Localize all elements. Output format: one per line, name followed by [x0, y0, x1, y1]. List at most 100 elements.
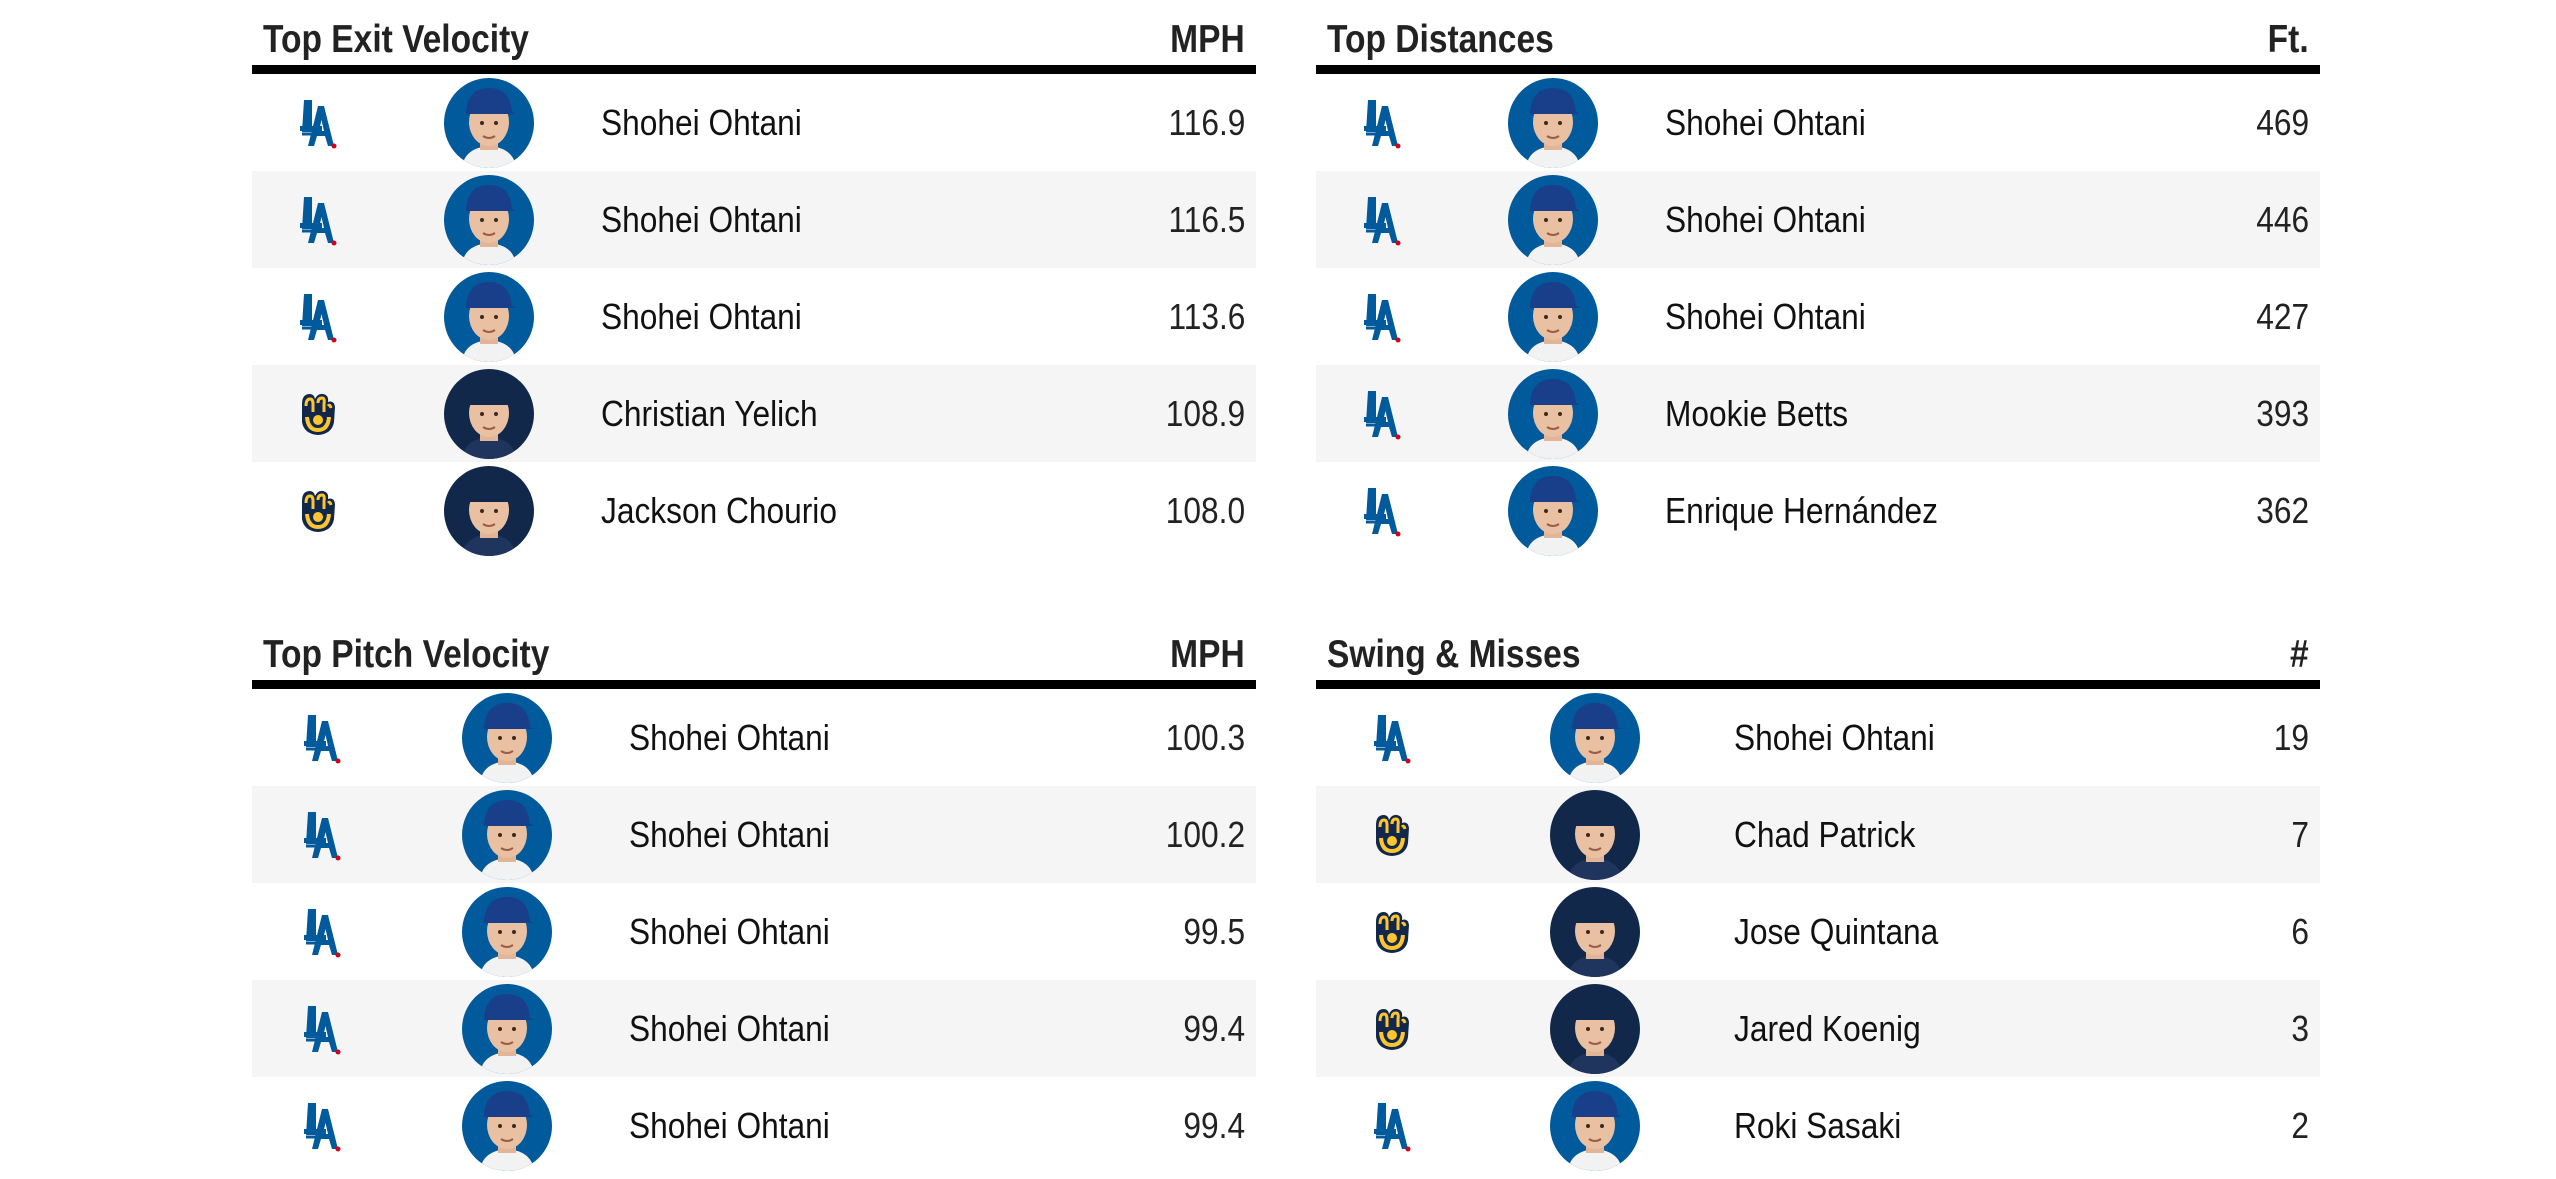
player-name[interactable]: Shohei Ohtani [1665, 295, 1866, 337]
leaderboard-row[interactable]: Jose Quintana 6 [1316, 883, 2320, 980]
stat-value: 99.4 [1183, 1007, 1245, 1049]
leaderboard-row[interactable]: Shohei Ohtani 427 [1316, 268, 2320, 365]
leaderboard-row[interactable]: Enrique Hernández 362 [1316, 462, 2320, 559]
panel-unit: Ft. [2268, 18, 2309, 61]
player-headshot [444, 368, 534, 459]
stat-value: 99.5 [1183, 910, 1245, 952]
dodgers-la-logo-icon [1358, 483, 1406, 539]
panel-unit: MPH [1170, 633, 1245, 676]
leaderboard-row[interactable]: Shohei Ohtani 99.4 [252, 980, 1256, 1077]
stat-value: 19 [2273, 716, 2309, 758]
player-name[interactable]: Enrique Hernández [1665, 489, 1938, 531]
player-name[interactable]: Shohei Ohtani [601, 101, 802, 143]
dodgers-la-logo-icon [298, 1001, 346, 1057]
stat-value: 6 [2291, 910, 2309, 952]
player-name[interactable]: Jared Koenig [1734, 1007, 1921, 1049]
stat-value: 427 [2256, 295, 2309, 337]
panel-title: Top Pitch Velocity [263, 633, 550, 676]
player-name[interactable]: Jose Quintana [1734, 910, 1939, 952]
leaderboard-row[interactable]: Jared Koenig 3 [1316, 980, 2320, 1077]
dodgers-la-logo-icon [298, 710, 346, 766]
stat-value: 362 [2256, 489, 2309, 531]
dodgers-la-logo-icon [294, 289, 342, 345]
player-name[interactable]: Mookie Betts [1665, 392, 1849, 434]
panel-swing-and-misses: Swing & Misses # Shohei Ohtani 19 Cha [1316, 633, 2320, 1174]
leaderboard-row[interactable]: Shohei Ohtani 113.6 [252, 268, 1256, 365]
dodgers-la-logo-icon [1358, 95, 1406, 151]
player-headshot [462, 1080, 552, 1171]
player-headshot [462, 692, 552, 783]
leaderboard-row[interactable]: Shohei Ohtani 99.5 [252, 883, 1256, 980]
player-headshot [1550, 1080, 1640, 1171]
player-headshot [1550, 886, 1640, 977]
player-headshot [1550, 983, 1640, 1074]
player-name[interactable]: Shohei Ohtani [629, 1104, 830, 1146]
stat-value: 99.4 [1183, 1104, 1245, 1146]
leaderboard-row[interactable]: Shohei Ohtani 100.2 [252, 786, 1256, 883]
player-name[interactable]: Shohei Ohtani [1734, 716, 1935, 758]
player-name[interactable]: Shohei Ohtani [601, 295, 802, 337]
player-headshot [1550, 789, 1640, 880]
brewers-glove-logo-icon [1368, 904, 1416, 960]
brewers-glove-logo-icon [1368, 807, 1416, 863]
player-headshot [444, 174, 534, 265]
stat-value: 108.0 [1165, 489, 1245, 531]
leaderboard-row[interactable]: Jackson Chourio 108.0 [252, 462, 1256, 559]
panel-header: Top Distances Ft. [1316, 18, 2320, 74]
player-name[interactable]: Shohei Ohtani [629, 910, 830, 952]
dodgers-la-logo-icon [1368, 710, 1416, 766]
player-name[interactable]: Shohei Ohtani [1665, 101, 1866, 143]
stat-value: 116.9 [1168, 101, 1245, 143]
player-name[interactable]: Roki Sasaki [1734, 1104, 1902, 1146]
player-headshot [1508, 465, 1598, 556]
dodgers-la-logo-icon [298, 1098, 346, 1154]
player-name[interactable]: Shohei Ohtani [629, 813, 830, 855]
player-name[interactable]: Shohei Ohtani [629, 1007, 830, 1049]
player-headshot [1508, 174, 1598, 265]
player-headshot [444, 271, 534, 362]
leaderboard-row[interactable]: Shohei Ohtani 469 [1316, 74, 2320, 171]
stat-value: 100.3 [1165, 716, 1245, 758]
dodgers-la-logo-icon [298, 807, 346, 863]
panel-top-exit-velocity: Top Exit Velocity MPH Shohei Ohtani 116.… [252, 18, 1256, 559]
stat-value: 7 [2291, 813, 2309, 855]
player-headshot [444, 77, 534, 168]
player-name[interactable]: Jackson Chourio [601, 489, 837, 531]
brewers-glove-logo-icon [294, 386, 342, 442]
player-headshot [462, 983, 552, 1074]
leaderboard-row[interactable]: Shohei Ohtani 446 [1316, 171, 2320, 268]
leaderboard-row[interactable]: Christian Yelich 108.9 [252, 365, 1256, 462]
dodgers-la-logo-icon [1358, 289, 1406, 345]
leaderboard-row[interactable]: Shohei Ohtani 116.5 [252, 171, 1256, 268]
dodgers-la-logo-icon [294, 192, 342, 248]
leaderboard-row[interactable]: Shohei Ohtani 100.3 [252, 689, 1256, 786]
leaderboard-row[interactable]: Mookie Betts 393 [1316, 365, 2320, 462]
panel-header: Swing & Misses # [1316, 633, 2320, 689]
panel-header: Top Exit Velocity MPH [252, 18, 1256, 74]
player-headshot [1508, 271, 1598, 362]
panel-title: Top Distances [1327, 18, 1554, 61]
player-name[interactable]: Chad Patrick [1734, 813, 1916, 855]
stat-value: 100.2 [1165, 813, 1245, 855]
player-name[interactable]: Shohei Ohtani [1665, 198, 1866, 240]
panel-title: Top Exit Velocity [263, 18, 529, 61]
leaderboard-row[interactable]: Shohei Ohtani 116.9 [252, 74, 1256, 171]
leaderboard-row[interactable]: Roki Sasaki 2 [1316, 1077, 2320, 1174]
brewers-glove-logo-icon [1368, 1001, 1416, 1057]
dodgers-la-logo-icon [1358, 386, 1406, 442]
player-headshot [462, 789, 552, 880]
dodgers-la-logo-icon [298, 904, 346, 960]
player-headshot [1550, 692, 1640, 783]
panel-unit: MPH [1170, 18, 1245, 61]
player-name[interactable]: Christian Yelich [601, 392, 818, 434]
leaderboard-row[interactable]: Chad Patrick 7 [1316, 786, 2320, 883]
stat-value: 108.9 [1165, 392, 1245, 434]
panel-title: Swing & Misses [1327, 633, 1581, 676]
player-name[interactable]: Shohei Ohtani [629, 716, 830, 758]
stat-value: 3 [2291, 1007, 2309, 1049]
leaderboard-row[interactable]: Shohei Ohtani 19 [1316, 689, 2320, 786]
leaderboard-row[interactable]: Shohei Ohtani 99.4 [252, 1077, 1256, 1174]
dodgers-la-logo-icon [294, 95, 342, 151]
player-headshot [462, 886, 552, 977]
player-name[interactable]: Shohei Ohtani [601, 198, 802, 240]
